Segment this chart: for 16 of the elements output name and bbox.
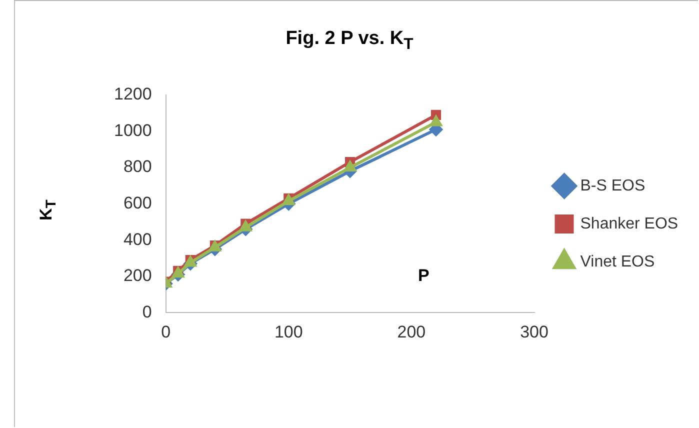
y-tick-label: 0 xyxy=(142,302,152,322)
y-tick-label: 600 xyxy=(123,193,152,212)
y-tick-label: 400 xyxy=(123,230,152,249)
x-axis-title: P xyxy=(418,266,430,286)
legend-label: B-S EOS xyxy=(580,177,646,194)
x-tick-label: 300 xyxy=(520,322,548,342)
y-tick-label: 1000 xyxy=(114,120,152,140)
x-tick-label: 200 xyxy=(397,322,426,342)
y-tick-label: 200 xyxy=(123,266,152,286)
chart-title: Fig. 2 P vs. K$_{T}$ xyxy=(284,28,414,54)
y-tick-label: 800 xyxy=(123,157,152,176)
y-tick-label: 1200 xyxy=(114,84,152,104)
legend-label: Shanker EOS xyxy=(580,215,678,232)
x-tick-label: 100 xyxy=(274,322,303,342)
legend-label: Vinet EOS xyxy=(580,253,655,270)
x-tick-label: 0 xyxy=(161,322,171,342)
